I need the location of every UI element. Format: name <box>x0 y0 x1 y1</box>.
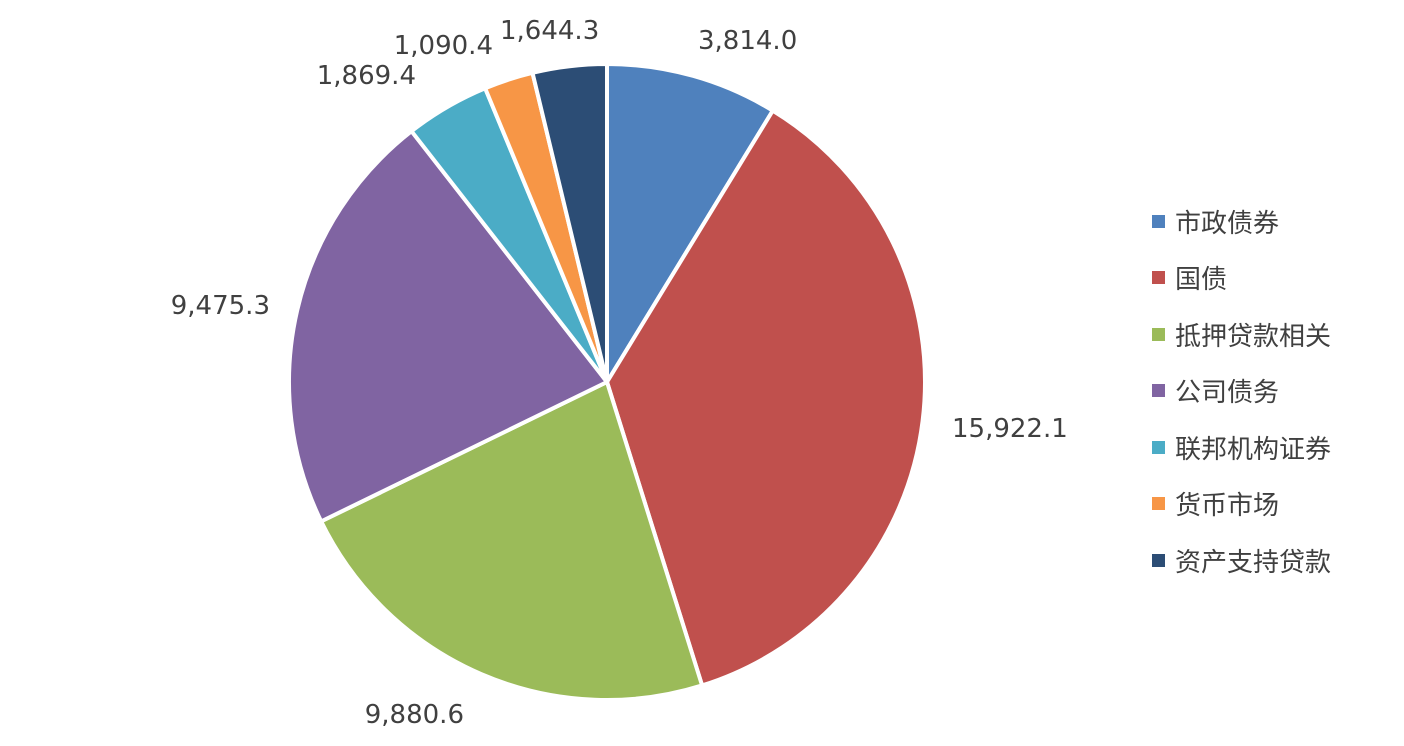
pie-slice-4 <box>286 129 609 524</box>
data-label-3: 9,880.6 <box>365 700 464 730</box>
legend-label: 抵押贷款相关 <box>1175 321 1332 352</box>
data-label-1: 3,814.0 <box>698 26 797 56</box>
legend-item: 货币市场 <box>1152 476 1331 533</box>
pie-slice-1 <box>605 62 775 384</box>
data-label-7: 1,644.3 <box>500 16 599 46</box>
data-label-5: 1,869.4 <box>317 61 416 91</box>
legend-item: 抵押贷款相关 <box>1152 306 1331 363</box>
pie-slice-3 <box>319 380 705 702</box>
legend-item: 国债 <box>1152 250 1331 307</box>
data-label-6: 1,090.4 <box>394 31 493 61</box>
legend-label: 国债 <box>1175 265 1228 296</box>
legend-label: 资产支持贷款 <box>1175 547 1332 578</box>
legend-item: 资产支持贷款 <box>1152 532 1331 589</box>
pie-data-labels: 3,814.0 15,922.1 9,880.6 9,475.3 1,869.41,09… <box>171 16 1068 730</box>
data-label-4: 9,475.3 <box>171 291 270 321</box>
legend-swatch <box>1152 327 1165 341</box>
legend-label: 联邦机构证券 <box>1175 434 1332 465</box>
legend-swatch <box>1152 440 1165 454</box>
pie-slices <box>286 62 927 702</box>
legend-swatch <box>1152 553 1165 567</box>
legend-label: 公司债务 <box>1175 378 1280 409</box>
legend-item: 公司债务 <box>1152 363 1331 420</box>
legend-label: 市政债券 <box>1175 208 1280 239</box>
legend-item: 市政债券 <box>1152 193 1331 250</box>
legend-swatch <box>1152 384 1165 398</box>
data-label-2: 15,922.1 <box>952 414 1068 444</box>
legend-swatch <box>1152 214 1165 228</box>
legend-swatch <box>1152 497 1165 511</box>
legend-label: 货币市场 <box>1175 491 1280 522</box>
pie-slice-2 <box>605 108 927 688</box>
pie-slice-7 <box>530 62 609 384</box>
legend-swatch <box>1152 271 1165 285</box>
legend-item: 联邦机构证券 <box>1152 419 1331 476</box>
chart-legend: 市政债券国债抵押贷款相关 公司债务联邦机构证券 货币市场资产支持贷款 <box>1152 193 1331 589</box>
